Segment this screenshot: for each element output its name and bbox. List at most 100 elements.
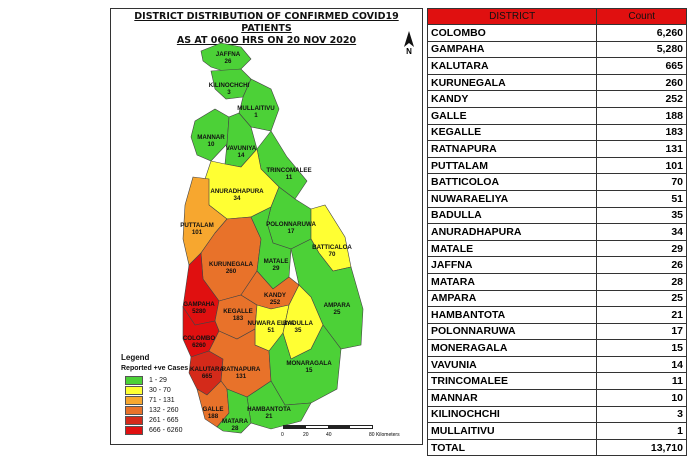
district-cell: POLONNARUWA: [426, 322, 598, 341]
legend-swatch: [125, 395, 143, 405]
district-cell: VAVUNIA: [426, 355, 598, 374]
table-row: HAMBANTOTA 21: [426, 306, 687, 324]
label-ampara-value: 25: [334, 309, 341, 316]
district-cell: RATNAPURA: [426, 140, 598, 158]
district-cell: BATTICOLOA: [426, 173, 598, 191]
label-kalutara-value: 665: [202, 373, 213, 380]
label-ratnapura-value: 131: [236, 373, 247, 380]
legend-item: 132 - 260: [125, 405, 241, 415]
legend-swatch: [125, 375, 143, 385]
scale-bar-graphic: [283, 425, 373, 429]
table-row: ANURADHAPURA 34: [426, 223, 687, 241]
table-row: GAMPAHA 5,280: [426, 40, 687, 59]
district-cell: KANDY: [426, 90, 598, 108]
label-galle-name: GALLE: [203, 406, 224, 413]
legend-swatch: [125, 405, 143, 415]
label-kegalle-name: KEGALLE: [223, 308, 253, 315]
label-ratnapura-name: RATNAPURA: [222, 366, 261, 373]
table-row: KILINOCHCHI 3: [426, 405, 687, 424]
label-matara-value: 28: [232, 425, 239, 432]
north-arrow-icon: N: [402, 31, 416, 56]
sri-lanka-map: JAFFNA 26 KILINOCHCHI 3 MULLAITIVU 1 MAN…: [180, 42, 364, 434]
count-cell: 252: [596, 90, 687, 108]
legend-item: 1 - 29: [125, 375, 241, 385]
label-mullaitivu-name: MULLAITIVU: [237, 105, 275, 112]
district-cell: NUWARAELIYA: [426, 189, 598, 208]
count-cell: 3: [596, 405, 687, 424]
label-gampaha-value: 5280: [192, 308, 206, 315]
table-row: POLONNARUWA 17: [426, 322, 687, 341]
map-title-line2: AS AT 060O HRS ON 20 NOV 2020: [176, 35, 357, 46]
scale-tick: 80 Kilometers: [369, 432, 400, 438]
table-row: TOTAL 13,710: [426, 438, 687, 456]
table-row: GALLE 188: [426, 106, 687, 125]
table-row: COLOMBO 6,260: [426, 24, 687, 42]
district-matara: [216, 388, 252, 434]
count-cell: 21: [596, 306, 687, 324]
scale-tick: 0: [281, 432, 284, 438]
label-matale-value: 29: [273, 265, 280, 272]
table-row: TRINCOMALEE 11: [426, 372, 687, 391]
label-monaragala-value: 15: [306, 367, 313, 374]
label-nuwara-eliya-name: NUWARA ELIYA: [248, 320, 296, 327]
count-cell: 29: [596, 239, 687, 258]
map-title: DISTRICT DISTRIBUTION OF CONFIRMED COVID…: [111, 11, 422, 47]
label-polonnaruwa-name: POLONNARUWA: [266, 221, 316, 228]
district-cell: MANNAR: [426, 389, 598, 407]
map-panel: DISTRICT DISTRIBUTION OF CONFIRMED COVID…: [110, 8, 423, 445]
label-colombo-value: 6260: [192, 342, 206, 349]
label-matale-name: MATALE: [264, 258, 289, 265]
legend-label: 71 - 131: [149, 396, 175, 404]
north-label: N: [406, 47, 412, 56]
legend-swatch: [125, 415, 143, 425]
district-count-table: DISTRICT Count COLOMBO 6,260 GAMPAHA 5,280 K…: [426, 8, 687, 456]
legend-item: 30 - 70: [125, 385, 241, 395]
district-cell: KALUTARA: [426, 57, 598, 75]
label-vavuniya-name: VAVUNIYA: [226, 145, 257, 152]
table-row: KANDY 252: [426, 90, 687, 108]
legend-label: 132 - 260: [149, 406, 179, 414]
label-kalutara-name: KALUTARA: [190, 366, 224, 373]
label-mullaitivu-value: 1: [254, 112, 258, 119]
district-matale: [250, 206, 292, 290]
table-row: BATTICOLOA 70: [426, 173, 687, 191]
label-trincomalee-name: TRINCOMALEE: [266, 167, 311, 174]
table-row: BADULLA 35: [426, 206, 687, 225]
district-labels: JAFFNA 26 KILINOCHCHI 3 MULLAITIVU 1 MAN…: [180, 51, 352, 432]
label-trincomalee-value: 11: [286, 174, 293, 181]
count-cell: 665: [596, 57, 687, 75]
district-cell: HAMBANTOTA: [426, 306, 598, 324]
table-header-row: DISTRICT Count: [426, 8, 687, 25]
legend-label: 261 - 665: [149, 416, 179, 424]
table-row: MONERAGALA 15: [426, 339, 687, 357]
district-hambantota: [246, 380, 312, 430]
count-cell: 5,280: [596, 40, 687, 59]
label-kurunegala-value: 260: [226, 268, 237, 275]
label-ampara-name: AMPARA: [324, 302, 351, 309]
table-row: PUTTALAM 101: [426, 156, 687, 175]
district-cell: MULLAITIVU: [426, 422, 598, 440]
legend-label: 30 - 70: [149, 386, 171, 394]
district-cell: KURUNEGALA: [426, 73, 598, 92]
count-cell: 34: [596, 223, 687, 241]
label-polonnaruwa-value: 17: [288, 228, 295, 235]
label-anuradhapura-name: ANURADHAPURA: [210, 188, 264, 195]
count-cell: 26: [596, 256, 687, 274]
count-cell: 14: [596, 355, 687, 374]
label-galle-value: 188: [208, 413, 219, 420]
table-body: COLOMBO 6,260 GAMPAHA 5,280 KALUTARA 665 KURUN…: [426, 24, 687, 456]
scale-tick: 20: [303, 432, 309, 438]
count-cell: 101: [596, 156, 687, 175]
table-row: AMPARA 25: [426, 289, 687, 308]
label-batticaloa-name: BATTICALOA: [312, 244, 352, 251]
label-jaffna-name: JAFFNA: [216, 51, 241, 58]
count-cell: 183: [596, 123, 687, 142]
label-batticaloa-value: 70: [329, 251, 336, 258]
legend-label: 1 - 29: [149, 376, 167, 384]
label-gampaha-name: GAMPAHA: [183, 301, 215, 308]
count-cell: 188: [596, 106, 687, 125]
label-vavuniya-value: 14: [238, 152, 245, 159]
legend-subtitle: Reported +ve Cases: [121, 365, 189, 372]
table-row: KALUTARA 665: [426, 57, 687, 75]
legend-swatch: [125, 425, 143, 435]
